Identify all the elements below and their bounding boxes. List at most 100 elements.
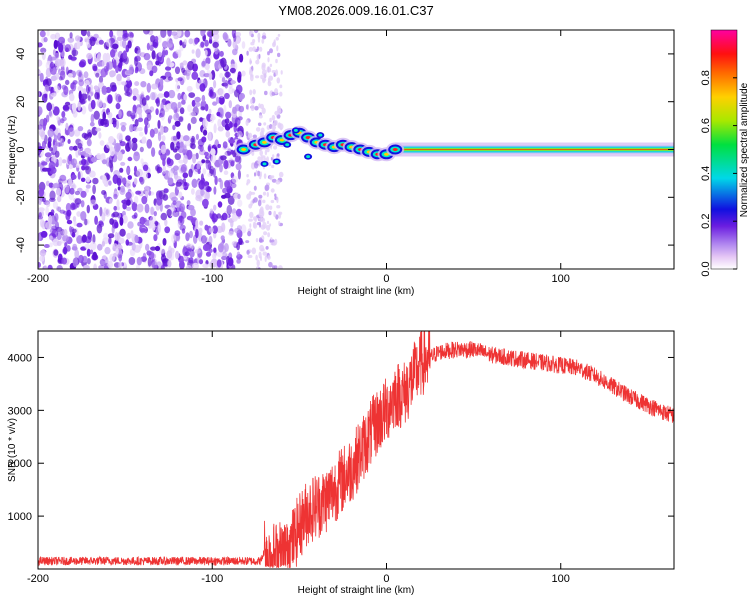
noise-blob [116, 30, 124, 38]
noise-blob [95, 127, 102, 132]
noise-blob [71, 102, 77, 112]
noise-blob [177, 101, 182, 109]
noise-blob [103, 65, 108, 73]
noise-blob [220, 57, 227, 68]
noise-blob [85, 176, 91, 183]
noise-blob [208, 248, 213, 253]
noise-blob [54, 32, 61, 40]
noise-blob [52, 183, 60, 189]
noise-blob [92, 65, 98, 72]
noise-blob [222, 187, 228, 194]
sparse-noise-blob [269, 48, 273, 54]
noise-blob [130, 110, 136, 116]
noise-blob [129, 140, 134, 149]
noise-blob [191, 71, 199, 81]
noise-blob [56, 187, 62, 196]
noise-blob [220, 155, 227, 161]
noise-blob [101, 159, 108, 165]
noise-blob [66, 209, 72, 217]
noise-blob [167, 259, 172, 268]
noise-blob [215, 96, 220, 104]
noise-blob [40, 230, 48, 238]
noise-blob [181, 99, 186, 105]
noise-blob [187, 104, 193, 112]
noise-blob [64, 101, 71, 106]
noise-blob [179, 141, 184, 148]
noise-blob [99, 206, 103, 217]
noise-blob [205, 251, 212, 257]
noise-blob [142, 252, 147, 261]
x-tick-label: -100 [201, 573, 223, 585]
noise-blob [69, 225, 72, 233]
noise-blob [150, 35, 156, 43]
noise-blob [92, 234, 96, 244]
noise-blob [177, 77, 183, 82]
noise-blob [219, 72, 224, 79]
sparse-noise-blob [250, 98, 253, 105]
noise-blob [177, 49, 182, 58]
sparse-noise-blob [247, 254, 253, 259]
noise-blob [231, 175, 238, 184]
sparse-noise-blob [260, 224, 266, 230]
noise-blob [164, 226, 171, 234]
noise-blob [235, 31, 242, 38]
noise-blob [72, 243, 78, 251]
noise-blob [146, 82, 151, 93]
sparse-noise-blob [253, 161, 259, 169]
colorbar-tick-label: 0.6 [700, 118, 712, 133]
noise-blob [133, 177, 138, 185]
noise-blob [151, 83, 158, 90]
sparse-noise-blob [278, 265, 283, 269]
noise-blob [92, 177, 99, 185]
noise-blob [195, 152, 199, 160]
noise-blob [75, 35, 81, 42]
noise-blob [48, 214, 53, 225]
sparse-noise-blob [267, 57, 270, 63]
sparse-noise-blob [259, 150, 264, 156]
noise-blob [195, 219, 199, 229]
noise-blob [47, 141, 52, 149]
noise-blob [227, 38, 232, 47]
noise-blob [92, 251, 98, 261]
noise-blob [76, 211, 82, 217]
noise-blob [114, 221, 119, 229]
noise-blob [167, 177, 174, 185]
noise-blob [115, 119, 120, 130]
noise-blob [136, 49, 142, 57]
noise-blob [42, 122, 46, 131]
sparse-noise-blob [246, 50, 249, 56]
noise-blob [119, 228, 126, 237]
noise-blob [80, 177, 86, 182]
noise-blob [236, 251, 241, 257]
noise-blob [166, 157, 171, 165]
noise-blob [104, 246, 111, 255]
noise-blob [53, 39, 58, 49]
noise-blob [208, 108, 212, 115]
y-tick-label: -20 [15, 189, 27, 205]
noise-blob [216, 111, 221, 117]
noise-blob [193, 168, 199, 175]
noise-blob [159, 108, 165, 118]
noise-blob [75, 162, 80, 168]
noise-blob [149, 44, 154, 52]
sparse-noise-blob [267, 80, 272, 87]
noise-blob [164, 219, 168, 227]
noise-blob [92, 184, 96, 195]
sparse-noise-blob [262, 199, 266, 204]
noise-blob [125, 191, 132, 199]
noise-blob [176, 30, 182, 38]
noise-blob [185, 232, 190, 242]
noise-blob [210, 154, 217, 164]
noise-blob [107, 260, 114, 269]
noise-blob [180, 164, 187, 173]
noise-blob [139, 216, 146, 225]
noise-blob [174, 120, 181, 127]
noise-blob [71, 203, 78, 210]
sparse-noise-blob [267, 51, 270, 56]
noise-blob [154, 245, 161, 252]
noise-blob [157, 35, 162, 43]
noise-blob [228, 230, 234, 236]
sparse-noise-blob [257, 32, 261, 39]
noise-blob [236, 258, 241, 264]
